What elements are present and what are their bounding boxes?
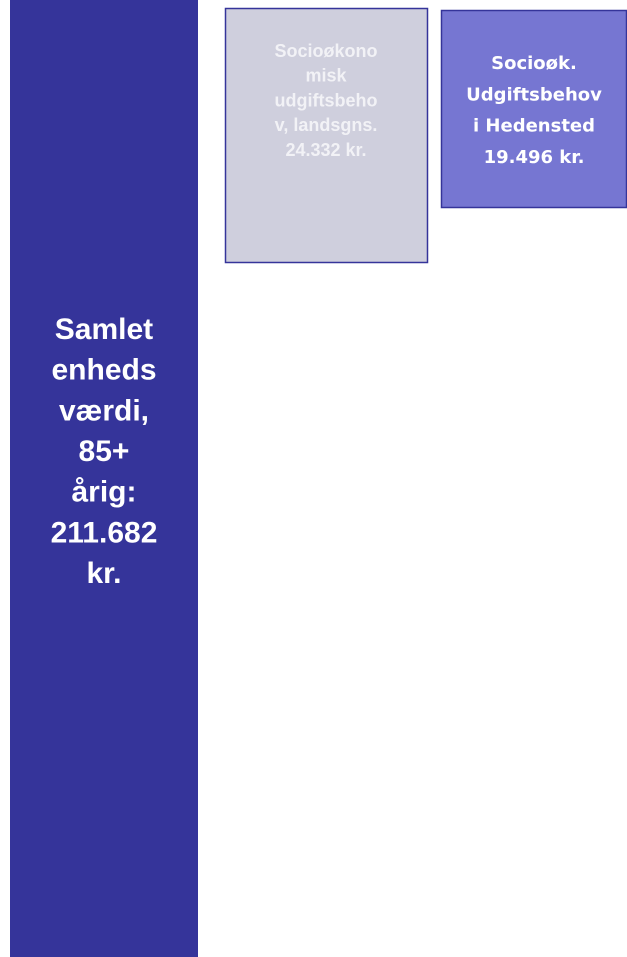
total-value-box <box>10 0 198 957</box>
box-text-line: v, landsgns. <box>275 115 378 135</box>
box-text-line: Socioøkono <box>275 41 378 61</box>
box-text-line: 85+ <box>79 435 130 468</box>
box-text-line: værdi, <box>59 394 149 427</box>
box-text-line: kr. <box>86 557 121 590</box>
box-text-line: 24.332 kr. <box>285 140 366 160</box>
box-text-line: 19.496 kr. <box>484 147 585 168</box>
box-text-line: Socioøk. <box>491 53 577 74</box>
box-text-line: misk <box>305 66 347 86</box>
box-text-line: årig: <box>71 476 136 509</box>
local-need-box <box>440 9 627 209</box>
box-text-line: Samlet <box>55 313 153 346</box>
box-text-line: Udgiftsbehov <box>466 84 602 105</box>
box-text-line: i Hedensted <box>473 116 595 137</box>
box-text-line: udgiftsbeho <box>275 90 378 110</box>
national-need-box <box>224 7 429 264</box>
box-text-line: enheds <box>51 354 156 387</box>
box-text-line: 211.682 <box>51 516 158 549</box>
